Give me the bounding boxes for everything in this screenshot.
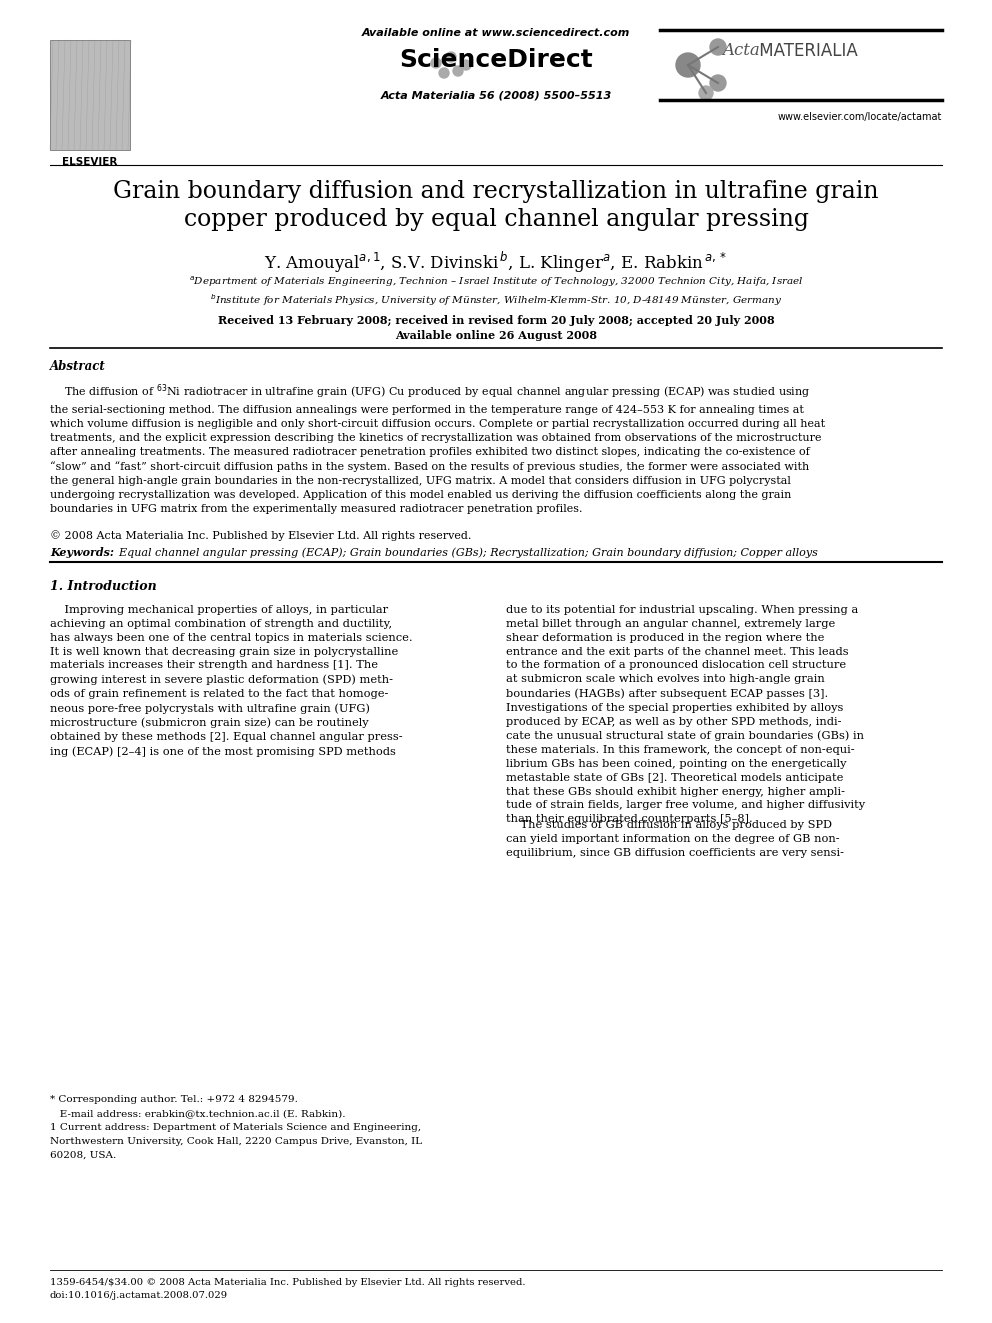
Text: Northwestern University, Cook Hall, 2220 Campus Drive, Evanston, IL: Northwestern University, Cook Hall, 2220…: [50, 1136, 423, 1146]
Text: Received 13 February 2008; received in revised form 20 July 2008; accepted 20 Ju: Received 13 February 2008; received in r…: [217, 315, 775, 325]
Text: 60208, USA.: 60208, USA.: [50, 1151, 116, 1160]
Text: $^{b}$Institute for Materials Physics, University of Münster, Wilhelm-Klemm-Str.: $^{b}$Institute for Materials Physics, U…: [210, 292, 782, 308]
Text: * Corresponding author. Tel.: +972 4 8294579.: * Corresponding author. Tel.: +972 4 829…: [50, 1095, 298, 1103]
Text: © 2008 Acta Materialia Inc. Published by Elsevier Ltd. All rights reserved.: © 2008 Acta Materialia Inc. Published by…: [50, 531, 471, 541]
Text: Equal channel angular pressing (ECAP); Grain boundaries (GBs); Recrystallization: Equal channel angular pressing (ECAP); G…: [112, 546, 817, 557]
Circle shape: [446, 52, 456, 62]
Circle shape: [676, 53, 700, 77]
Text: The diffusion of $^{63}$Ni radiotracer in ultrafine grain (UFG) Cu produced by e: The diffusion of $^{63}$Ni radiotracer i…: [50, 382, 825, 513]
Text: www.elsevier.com/locate/actamat: www.elsevier.com/locate/actamat: [778, 112, 942, 122]
Text: 1. Introduction: 1. Introduction: [50, 579, 157, 593]
Text: MATERIALIA: MATERIALIA: [754, 42, 858, 60]
Text: Available online 26 August 2008: Available online 26 August 2008: [395, 329, 597, 341]
Circle shape: [699, 86, 713, 101]
Text: Grain boundary diffusion and recrystallization in ultrafine grain: Grain boundary diffusion and recrystalli…: [113, 180, 879, 202]
Circle shape: [461, 60, 471, 70]
Text: ELSEVIER: ELSEVIER: [62, 157, 118, 167]
Text: $^{a}$Department of Materials Engineering, Technion – Israel Institute of Techno: $^{a}$Department of Materials Engineerin…: [188, 275, 804, 290]
Text: Available online at www.sciencedirect.com: Available online at www.sciencedirect.co…: [362, 28, 630, 38]
Text: doi:10.1016/j.actamat.2008.07.029: doi:10.1016/j.actamat.2008.07.029: [50, 1291, 228, 1301]
Text: Acta Materialia 56 (2008) 5500–5513: Acta Materialia 56 (2008) 5500–5513: [380, 90, 612, 101]
Text: copper produced by equal channel angular pressing: copper produced by equal channel angular…: [184, 208, 808, 232]
Text: Abstract: Abstract: [50, 360, 106, 373]
Text: Improving mechanical properties of alloys, in particular
achieving an optimal co: Improving mechanical properties of alloy…: [50, 605, 413, 757]
Text: Y. Amouyal$^{a,1}$, S.V. Divinski$^{\,b}$, L. Klinger$^{a}$, E. Rabkin$^{\,a,*}$: Y. Amouyal$^{a,1}$, S.V. Divinski$^{\,b}…: [265, 250, 727, 275]
Circle shape: [431, 58, 441, 67]
Circle shape: [453, 66, 463, 75]
Text: 1359-6454/$34.00 © 2008 Acta Materialia Inc. Published by Elsevier Ltd. All righ: 1359-6454/$34.00 © 2008 Acta Materialia …: [50, 1278, 526, 1287]
Text: ScienceDirect: ScienceDirect: [399, 48, 593, 71]
Text: Keywords:: Keywords:: [50, 546, 114, 558]
Circle shape: [710, 75, 726, 91]
Text: The studies of GB diffusion in alloys produced by SPD
can yield important inform: The studies of GB diffusion in alloys pr…: [506, 820, 844, 857]
Circle shape: [710, 38, 726, 56]
Text: E-mail address: erabkin@tx.technion.ac.il (E. Rabkin).: E-mail address: erabkin@tx.technion.ac.i…: [50, 1109, 345, 1118]
Bar: [50, 40, 130, 149]
Text: due to its potential for industrial upscaling. When pressing a
metal billet thro: due to its potential for industrial upsc…: [506, 605, 865, 824]
Circle shape: [439, 67, 449, 78]
Text: 1 Current address: Department of Materials Science and Engineering,: 1 Current address: Department of Materia…: [50, 1123, 422, 1132]
Text: Acta: Acta: [722, 42, 760, 60]
